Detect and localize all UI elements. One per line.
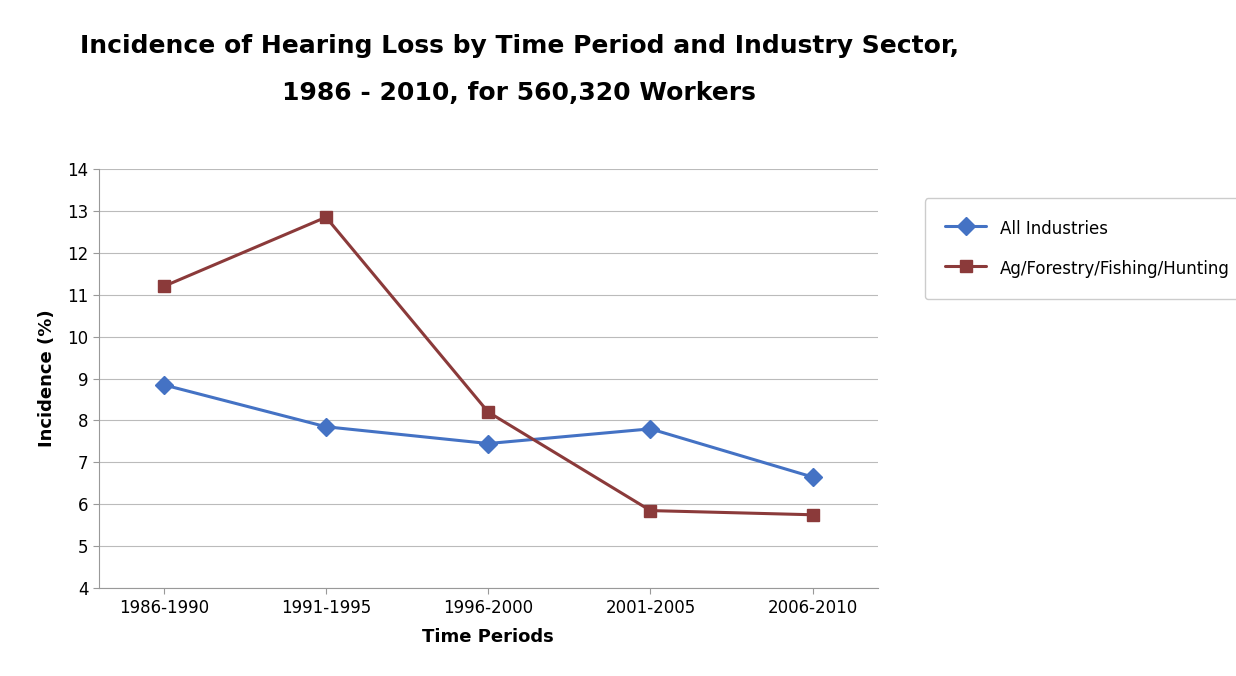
All Industries [643, 425, 658, 433]
Line: All Industries: All Industries [157, 379, 819, 483]
Ag/Forestry/Fishing/Hunting [643, 506, 658, 514]
All Industries [481, 439, 496, 448]
Ag/Forestry/Fishing/Hunting [805, 511, 819, 519]
Line: Ag/Forestry/Fishing/Hunting: Ag/Forestry/Fishing/Hunting [157, 211, 819, 521]
X-axis label: Time Periods: Time Periods [423, 627, 554, 646]
Ag/Forestry/Fishing/Hunting [156, 283, 171, 291]
Ag/Forestry/Fishing/Hunting [319, 213, 334, 221]
Y-axis label: Incidence (%): Incidence (%) [38, 310, 56, 448]
All Industries [156, 381, 171, 389]
Text: 1986 - 2010, for 560,320 Workers: 1986 - 2010, for 560,320 Workers [282, 81, 756, 105]
All Industries [805, 473, 819, 481]
Text: Incidence of Hearing Loss by Time Period and Industry Sector,: Incidence of Hearing Loss by Time Period… [79, 34, 959, 58]
Ag/Forestry/Fishing/Hunting [481, 408, 496, 416]
All Industries [319, 422, 334, 431]
Legend: All Industries, Ag/Forestry/Fishing/Hunting: All Industries, Ag/Forestry/Fishing/Hunt… [925, 198, 1236, 299]
